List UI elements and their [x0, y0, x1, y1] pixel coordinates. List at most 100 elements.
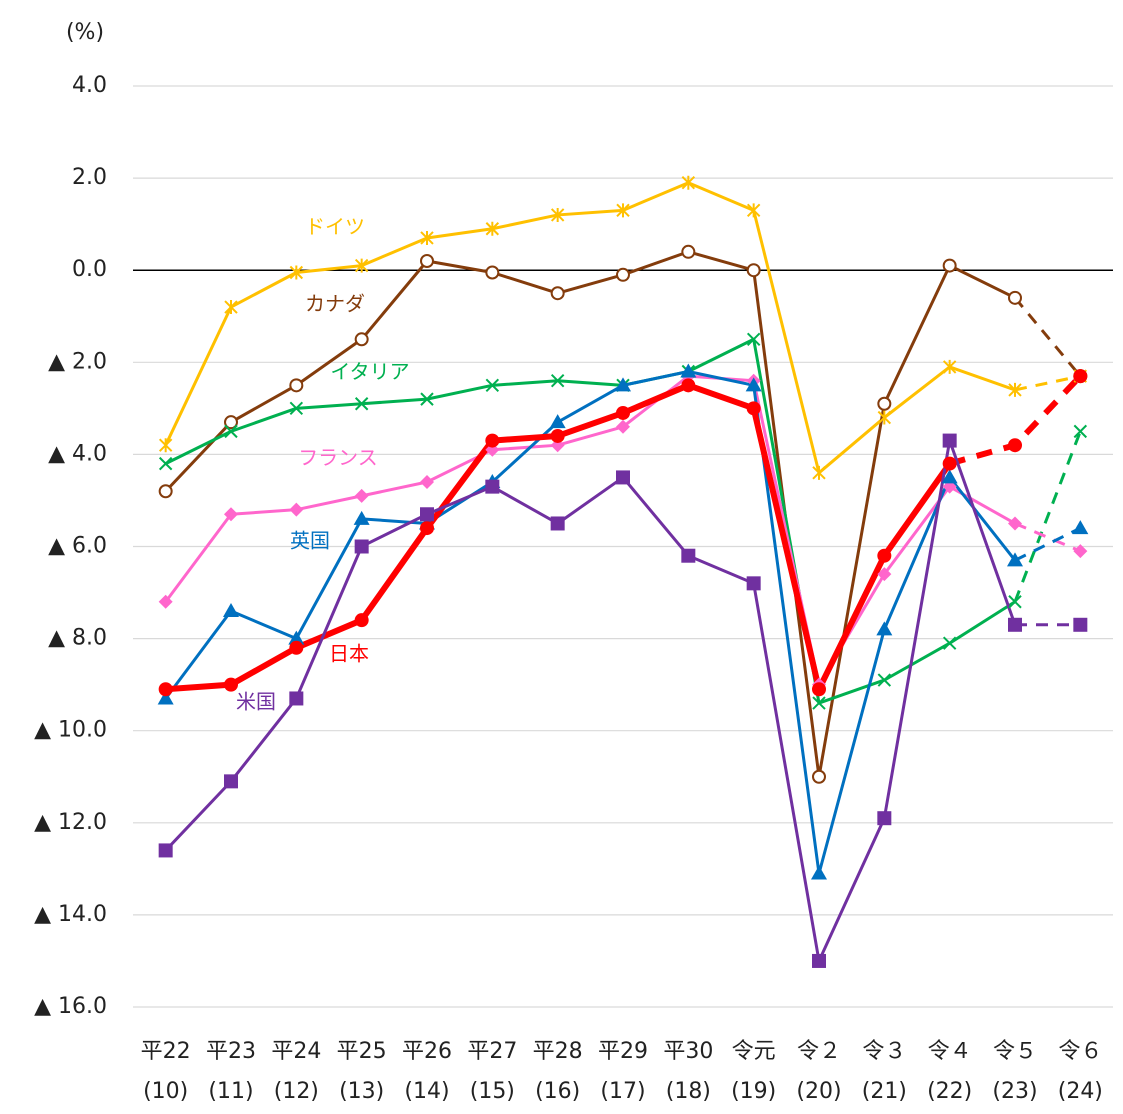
- marker: [1073, 544, 1088, 559]
- marker: [420, 253, 434, 268]
- series-line: [164, 374, 1016, 687]
- series-label: カナダ: [305, 292, 365, 316]
- marker: [1073, 369, 1088, 384]
- marker: [1073, 424, 1088, 439]
- marker: [289, 691, 304, 706]
- series-line-dashed: [1014, 374, 1081, 392]
- marker: [550, 428, 565, 443]
- marker: [746, 263, 761, 278]
- marker: [549, 414, 566, 429]
- marker: [1008, 516, 1022, 531]
- x-tick-label: (20): [796, 1079, 841, 1104]
- marker: [681, 378, 696, 393]
- marker: [681, 548, 696, 563]
- x-tick-label: 平29: [598, 1039, 648, 1064]
- marker: [485, 265, 500, 280]
- x-tick-label: (18): [666, 1079, 711, 1104]
- marker: [288, 630, 305, 645]
- series-label: 日本: [329, 642, 369, 666]
- y-tick-label: ▲ 10.0: [34, 718, 107, 743]
- series-label: イタリア: [330, 360, 409, 384]
- marker: [1008, 617, 1022, 632]
- marker: [877, 548, 892, 563]
- y-tick-label: ▲ 14.0: [34, 902, 107, 927]
- series-line-dashed: [1014, 522, 1081, 553]
- x-tick-label: (23): [992, 1079, 1037, 1104]
- x-tick-label: 令２: [797, 1039, 841, 1064]
- x-tick-label: 平22: [141, 1039, 191, 1064]
- marker: [158, 484, 173, 499]
- x-tick-label: 平25: [337, 1039, 387, 1064]
- y-tick-label: ▲ 16.0: [34, 994, 107, 1019]
- y-tick-label: 0.0: [72, 257, 107, 282]
- marker: [354, 258, 369, 273]
- series-line-dashed: [1013, 430, 1082, 603]
- marker: [942, 359, 957, 374]
- marker: [354, 488, 369, 503]
- marker: [550, 516, 565, 531]
- marker: [485, 378, 500, 393]
- marker: [158, 438, 173, 453]
- marker: [877, 811, 892, 826]
- marker: [353, 510, 370, 525]
- marker: [354, 397, 369, 411]
- x-tick-label: (21): [862, 1079, 907, 1104]
- marker: [616, 419, 630, 434]
- series-line: [164, 439, 1017, 963]
- marker: [877, 673, 892, 687]
- marker: [746, 401, 761, 416]
- marker: [289, 502, 304, 517]
- marker: [942, 636, 957, 650]
- x-tick-label: 令３: [862, 1039, 906, 1064]
- marker: [616, 267, 630, 282]
- marker: [616, 203, 630, 218]
- y-tick-label: ▲ 6.0: [48, 534, 107, 559]
- marker: [224, 300, 238, 315]
- x-tick-label: (11): [208, 1079, 253, 1104]
- series-label: 英国: [290, 529, 330, 553]
- x-tick-label: (13): [339, 1079, 384, 1104]
- marker: [485, 433, 500, 448]
- marker: [420, 230, 434, 245]
- marker: [1008, 438, 1022, 453]
- x-tick-label: 平24: [271, 1039, 321, 1064]
- y-tick-label: 4.0: [72, 73, 107, 98]
- marker: [420, 507, 434, 522]
- marker: [485, 479, 500, 494]
- marker: [158, 456, 173, 471]
- marker: [223, 602, 239, 617]
- y-tick-label: ▲ 8.0: [48, 626, 107, 651]
- x-tick-label: 平30: [663, 1039, 713, 1064]
- x-tick-label: (15): [470, 1079, 515, 1104]
- marker: [289, 401, 304, 416]
- x-tick-label: 平28: [533, 1039, 583, 1064]
- marker: [224, 677, 238, 692]
- y-tick-label: 2.0: [72, 165, 107, 190]
- y-tick-label: ▲ 2.0: [48, 349, 107, 374]
- x-tick-label: 平26: [402, 1039, 452, 1064]
- x-tick-label: (12): [274, 1079, 319, 1104]
- marker: [812, 696, 826, 710]
- x-tick-label: (24): [1058, 1079, 1103, 1104]
- marker: [812, 682, 826, 697]
- marker: [354, 332, 369, 347]
- series-line: [164, 370, 1017, 875]
- marker: [877, 396, 892, 411]
- marker: [745, 377, 762, 392]
- marker: [224, 774, 238, 789]
- marker: [877, 567, 892, 582]
- y-tick-label: ▲ 12.0: [34, 810, 107, 835]
- marker: [224, 507, 238, 522]
- marker: [354, 613, 369, 628]
- marker: [289, 265, 304, 280]
- marker: [420, 475, 434, 490]
- series-line-dashed: [1013, 296, 1082, 378]
- marker: [746, 576, 761, 591]
- marker: [224, 415, 238, 430]
- x-tick-label: (16): [535, 1079, 580, 1104]
- marker: [877, 410, 892, 425]
- marker: [420, 521, 434, 536]
- marker: [941, 469, 958, 484]
- marker: [746, 332, 761, 346]
